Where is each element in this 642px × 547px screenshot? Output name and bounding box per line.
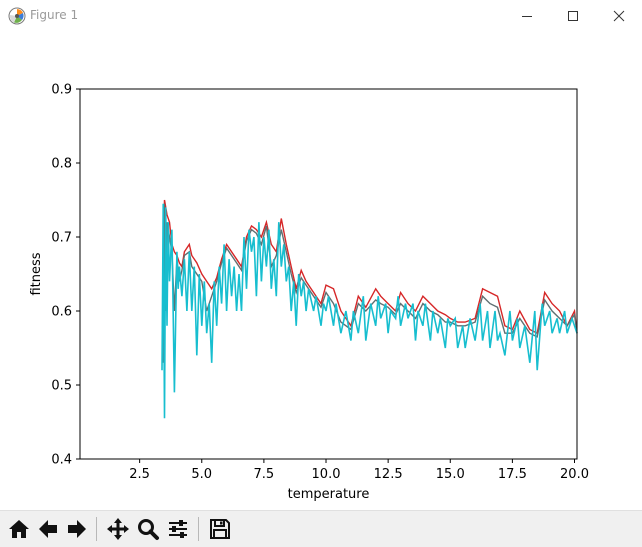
x-tick-label: 15.0 bbox=[436, 467, 465, 482]
pan-button[interactable] bbox=[104, 515, 132, 543]
x-tick-label: 17.5 bbox=[498, 467, 527, 482]
x-tick-label: 12.5 bbox=[374, 467, 403, 482]
forward-button[interactable] bbox=[63, 515, 91, 543]
window-title: Figure 1 bbox=[30, 8, 79, 22]
y-axis-label: fitness bbox=[29, 252, 44, 295]
save-button[interactable] bbox=[206, 515, 234, 543]
minimize-icon bbox=[522, 16, 532, 17]
figure-canvas[interactable]: 2.5 5.0 7.5 10.0 12.5 15.0 17.5 20.0 0.4 0.5 0.6 0.… bbox=[0, 32, 642, 510]
x-tick-label: 2.5 bbox=[129, 467, 150, 482]
toolbar-separator bbox=[96, 517, 97, 541]
home-button[interactable] bbox=[5, 515, 33, 543]
navigation-toolbar bbox=[0, 510, 642, 547]
configure-subplots-icon bbox=[169, 520, 187, 538]
zoom-button[interactable] bbox=[134, 515, 162, 543]
series-layer bbox=[161, 199, 578, 419]
save-icon bbox=[210, 519, 230, 539]
pan-icon bbox=[107, 518, 129, 540]
maximize-button[interactable] bbox=[550, 0, 596, 32]
y-tick-label: 0.6 bbox=[51, 305, 72, 320]
x-tick-label: 20.0 bbox=[560, 467, 589, 482]
ticks-layer: 2.5 5.0 7.5 10.0 12.5 15.0 17.5 20.0 0.4 0.5 0.6 0.… bbox=[51, 83, 589, 483]
matplotlib-logo-icon bbox=[8, 7, 26, 25]
back-icon bbox=[39, 520, 57, 538]
toolbar-separator bbox=[198, 517, 199, 541]
x-tick-label: 5.0 bbox=[191, 467, 212, 482]
close-button[interactable] bbox=[596, 0, 642, 32]
series-line-2 bbox=[161, 203, 578, 419]
x-axis-label: temperature bbox=[288, 487, 370, 502]
back-button[interactable] bbox=[34, 515, 62, 543]
y-tick-label: 0.4 bbox=[51, 453, 72, 468]
x-tick-label: 10.0 bbox=[312, 467, 341, 482]
home-icon bbox=[9, 520, 29, 538]
y-tick-label: 0.7 bbox=[51, 231, 72, 246]
y-tick-label: 0.8 bbox=[51, 157, 72, 172]
x-tick-label: 7.5 bbox=[254, 467, 275, 482]
plot-frame bbox=[79, 88, 578, 460]
window-titlebar: Figure 1 bbox=[0, 0, 642, 32]
close-icon bbox=[613, 10, 625, 22]
y-tick-label: 0.5 bbox=[51, 379, 72, 394]
series-line-0 bbox=[162, 199, 578, 335]
series-line-1 bbox=[162, 203, 578, 363]
forward-icon bbox=[68, 520, 86, 538]
y-tick-label: 0.9 bbox=[51, 83, 72, 98]
zoom-icon bbox=[138, 519, 159, 540]
maximize-icon bbox=[568, 11, 578, 21]
configure-subplots-button[interactable] bbox=[164, 515, 192, 543]
chart: 2.5 5.0 7.5 10.0 12.5 15.0 17.5 20.0 0.4 0.5 0.6 0.… bbox=[29, 83, 589, 503]
minimize-button[interactable] bbox=[504, 0, 550, 32]
